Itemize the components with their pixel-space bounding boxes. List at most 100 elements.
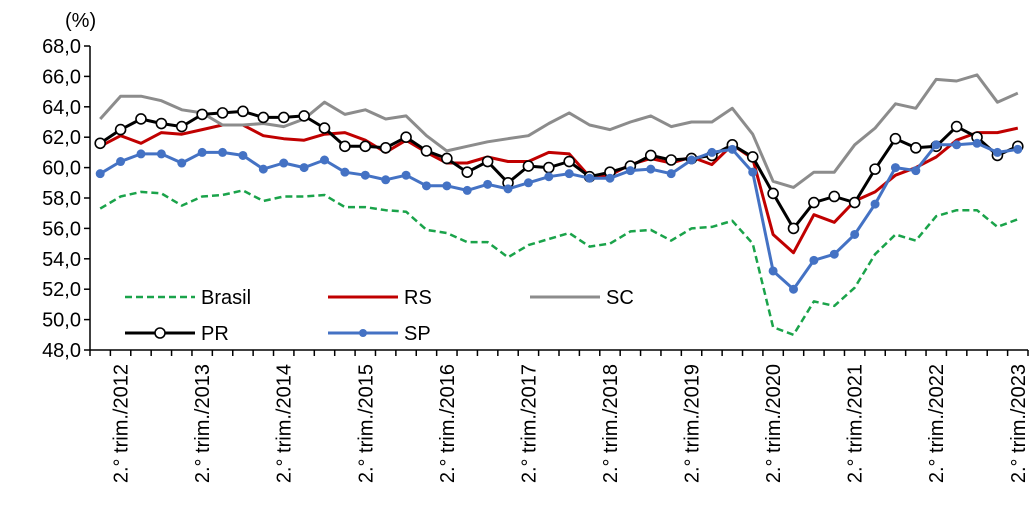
data-point-sp xyxy=(340,167,350,177)
x-tick-label: 2.° trim./2012 xyxy=(111,364,133,483)
data-point-pr xyxy=(644,149,657,162)
data-point-sp xyxy=(707,147,717,157)
data-point-pr xyxy=(869,163,881,175)
series-pr xyxy=(94,105,1024,235)
legend-item-brasil: Brasil xyxy=(125,287,251,309)
data-point-sp xyxy=(462,185,472,195)
x-tick-label: 2.° trim./2016 xyxy=(437,364,459,483)
data-point-sp xyxy=(544,172,554,182)
data-point-sp xyxy=(442,181,452,191)
data-point-sp xyxy=(523,178,533,188)
y-tick-label: 62,0 xyxy=(42,127,81,149)
legend: Brasil RS SC PR SP xyxy=(125,287,634,345)
y-unit-label: (%) xyxy=(65,10,96,32)
y-tick-label: 66,0 xyxy=(42,66,81,88)
data-point-pr xyxy=(950,120,963,133)
data-point-sp xyxy=(564,169,574,179)
data-point-pr xyxy=(787,222,800,235)
data-point-sp xyxy=(890,163,900,173)
x-tick-label: 2.° trim./2023 xyxy=(1008,364,1030,483)
series-layer xyxy=(94,73,1024,337)
data-point-pr xyxy=(848,196,861,209)
legend-marker xyxy=(359,329,367,337)
data-point-pr xyxy=(889,132,902,145)
legend-item-sc: SC xyxy=(530,287,634,309)
data-point-sp xyxy=(381,175,391,185)
data-point-sp xyxy=(666,169,676,179)
data-point-pr xyxy=(135,113,147,125)
x-tick-label: 2.° trim./2015 xyxy=(355,364,377,483)
data-point-sp xyxy=(258,164,268,174)
data-point-sp xyxy=(727,144,737,154)
data-point-sp xyxy=(279,158,289,168)
series-brasil xyxy=(99,189,1019,337)
data-point-sp xyxy=(605,173,615,183)
data-point-pr xyxy=(910,142,922,154)
data-point-pr xyxy=(379,142,392,154)
data-point-pr xyxy=(175,120,188,133)
data-point-sp xyxy=(218,147,228,157)
data-point-pr xyxy=(359,140,372,153)
data-point-pr xyxy=(298,110,310,122)
data-point-pr xyxy=(155,117,168,130)
y-tick-label: 48,0 xyxy=(42,340,81,362)
legend-label: SC xyxy=(606,287,634,309)
data-point-sp xyxy=(829,249,839,259)
legend-label: PR xyxy=(201,323,229,345)
y-tick-label: 50,0 xyxy=(42,310,81,332)
legend-marker xyxy=(154,327,166,339)
y-tick-label: 52,0 xyxy=(42,279,81,301)
series-sc xyxy=(99,73,1019,189)
data-point-pr xyxy=(420,145,433,157)
data-point-pr xyxy=(767,187,779,200)
data-point-sp xyxy=(992,147,1002,157)
x-tick-label: 2.° trim./2018 xyxy=(600,364,622,483)
data-point-pr xyxy=(318,122,331,134)
series-line-sp xyxy=(99,141,1019,291)
data-point-pr xyxy=(563,155,575,168)
data-point-pr xyxy=(114,123,127,136)
data-point-sp xyxy=(687,155,697,165)
y-tick-label: 60,0 xyxy=(42,158,81,180)
data-point-pr xyxy=(257,111,270,124)
data-point-sp xyxy=(177,158,187,168)
data-point-sp xyxy=(503,184,513,194)
x-tick-label: 2.° trim./2019 xyxy=(682,364,704,483)
data-point-sp xyxy=(911,166,921,176)
legend-item-pr: PR xyxy=(125,323,229,345)
data-point-pr xyxy=(237,105,249,118)
data-point-pr xyxy=(746,151,759,163)
x-tick-label: 2.° trim./2022 xyxy=(926,364,948,483)
data-point-sp xyxy=(625,166,635,176)
data-point-sp xyxy=(972,138,982,148)
data-point-pr xyxy=(94,137,106,150)
series-rs xyxy=(99,123,1019,255)
data-point-pr xyxy=(441,152,453,165)
series-sp xyxy=(95,138,1023,294)
legend-label: Brasil xyxy=(201,287,251,309)
x-tick-label: 2.° trim./2013 xyxy=(192,364,214,483)
x-tick-label: 2.° trim./2014 xyxy=(274,364,296,483)
y-tick-label: 54,0 xyxy=(42,249,81,271)
x-axis: 2.° trim./2012 2.° trim./2013 2.° trim./20… xyxy=(89,349,1030,483)
x-tick-label: 2.° trim./2017 xyxy=(518,364,540,483)
data-point-pr xyxy=(828,190,841,203)
legend-label: RS xyxy=(404,287,432,309)
data-point-pr xyxy=(543,161,555,174)
legend-item-sp: SP xyxy=(328,323,431,345)
data-point-sp xyxy=(789,284,798,294)
data-point-sp xyxy=(646,164,656,174)
data-point-sp xyxy=(585,173,595,183)
data-point-sp xyxy=(768,266,778,276)
y-tick-label: 64,0 xyxy=(42,97,81,119)
data-point-sp xyxy=(931,140,941,150)
data-point-sp xyxy=(421,181,431,191)
data-point-sp xyxy=(238,150,248,160)
series-line-pr xyxy=(99,109,1019,230)
data-point-pr xyxy=(339,140,351,153)
series-line-sc xyxy=(99,73,1019,189)
data-point-pr xyxy=(216,107,229,119)
legend-label: SP xyxy=(404,323,431,345)
